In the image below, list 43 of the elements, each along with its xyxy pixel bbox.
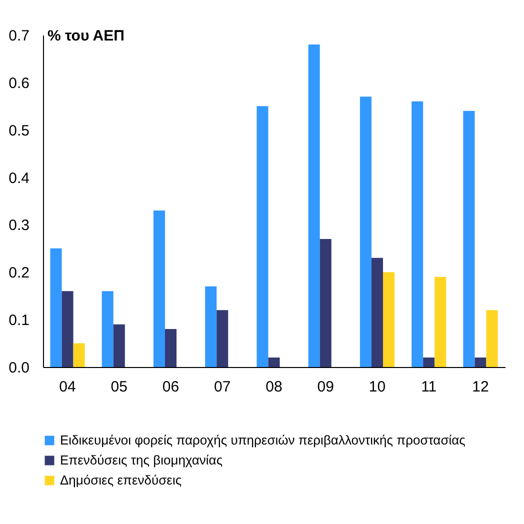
x-tick-label: 11 bbox=[421, 378, 437, 396]
bar bbox=[423, 358, 435, 367]
bar bbox=[308, 44, 320, 367]
x-tick-label: 07 bbox=[214, 378, 231, 396]
y-tick-label: 0.1 bbox=[8, 312, 30, 330]
legend-label: Δημόσιες επενδύσεις bbox=[60, 472, 182, 488]
bar bbox=[50, 248, 62, 367]
bar bbox=[256, 106, 268, 367]
bar bbox=[205, 286, 217, 367]
bar bbox=[320, 238, 332, 367]
bar bbox=[360, 96, 372, 367]
x-tick-label: 12 bbox=[472, 378, 489, 396]
bar bbox=[463, 110, 475, 367]
x-tick-label: 04 bbox=[59, 378, 76, 396]
bar bbox=[113, 324, 125, 367]
y-tick-label: 0.5 bbox=[8, 122, 30, 140]
y-tick-label: 0.6 bbox=[8, 74, 30, 92]
bar bbox=[412, 101, 424, 367]
y-tick-label: 0.2 bbox=[8, 264, 30, 282]
bar bbox=[371, 258, 384, 367]
bar bbox=[164, 329, 177, 367]
bar bbox=[216, 310, 228, 367]
y-tick-label: 0.0 bbox=[8, 360, 30, 376]
y-tick-label: 0.7 bbox=[8, 28, 30, 44]
x-tick-label: 08 bbox=[266, 378, 282, 396]
bar bbox=[102, 291, 114, 367]
bar bbox=[268, 358, 280, 367]
x-tick-label: 05 bbox=[110, 378, 128, 396]
bar bbox=[73, 343, 85, 367]
x-tick-label: 06 bbox=[162, 378, 180, 396]
legend-label: Ειδικευμένοι φορείς παροχής υπηρεσιών περιβαλλοντικής προστασίας bbox=[60, 432, 466, 448]
legend-label: Επενδύσεις της βιομηχανίας bbox=[60, 452, 223, 468]
bar bbox=[383, 272, 395, 367]
x-tick-label: 10 bbox=[368, 378, 386, 396]
y-tick-label: 0.4 bbox=[8, 170, 30, 187]
y-axis-title: % του ΑΕΠ bbox=[48, 28, 124, 44]
bar bbox=[62, 291, 74, 367]
bar bbox=[153, 210, 165, 367]
y-tick-label: 0.3 bbox=[8, 217, 30, 234]
x-tick-label: 09 bbox=[317, 378, 334, 396]
bar bbox=[486, 310, 498, 367]
bar bbox=[434, 276, 446, 367]
bar bbox=[474, 358, 486, 367]
